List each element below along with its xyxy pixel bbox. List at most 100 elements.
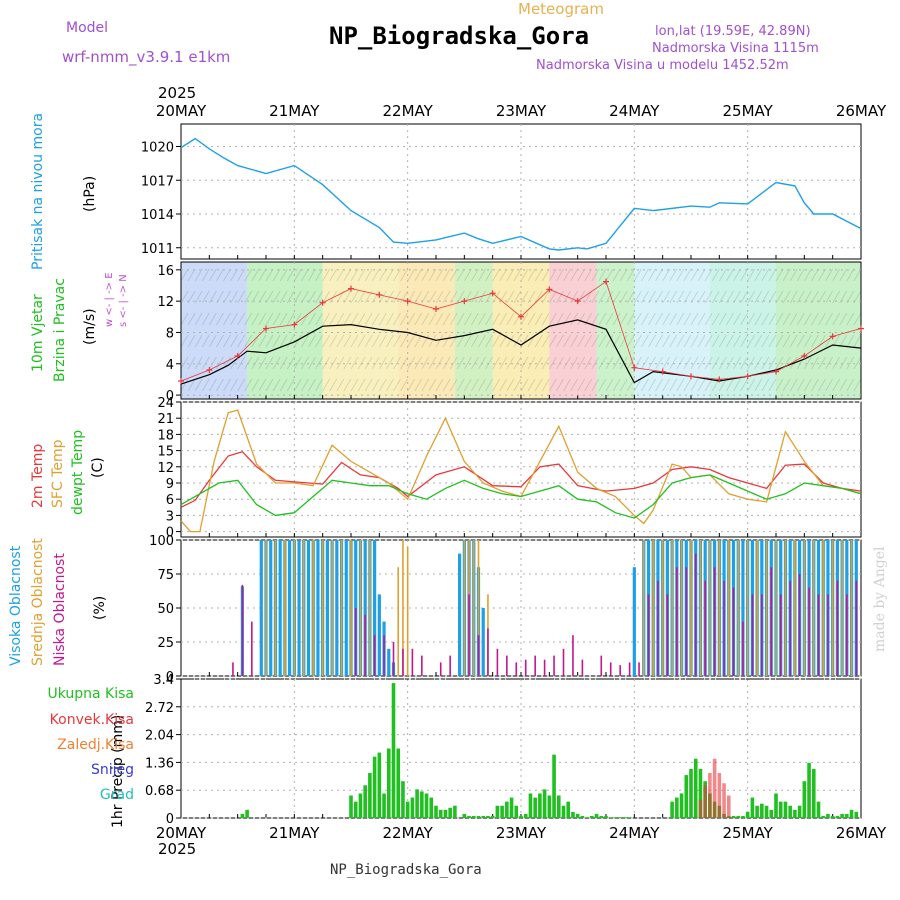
wind-barb bbox=[768, 334, 777, 348]
wind-barb bbox=[279, 312, 288, 326]
wind-barb bbox=[364, 356, 373, 370]
wind-barb bbox=[768, 356, 777, 370]
wind-barb bbox=[513, 356, 522, 370]
wind-barb bbox=[407, 312, 416, 326]
wind-band-10 bbox=[776, 262, 861, 399]
total-precip-bar bbox=[372, 756, 377, 818]
wind-barb bbox=[293, 356, 302, 370]
wind-barb bbox=[478, 268, 486, 282]
mid-cloud-bar bbox=[652, 540, 655, 676]
y-tick-label: 8 bbox=[166, 326, 174, 341]
high-cloud-bar bbox=[335, 540, 339, 676]
wind-barb bbox=[697, 290, 706, 304]
wind-barb bbox=[810, 312, 819, 326]
wind-barb bbox=[768, 378, 777, 392]
x-tick-label-top: 25MAY bbox=[723, 102, 774, 120]
wind-barb bbox=[548, 268, 557, 282]
wind-barb bbox=[711, 312, 720, 326]
wind-barb bbox=[414, 334, 423, 348]
wind-barb bbox=[258, 334, 267, 348]
low-cloud-bar bbox=[657, 580, 659, 676]
wind-barb bbox=[251, 378, 260, 392]
x-tick-label-bottom: 24MAY bbox=[609, 824, 660, 842]
wind-barb bbox=[846, 312, 855, 326]
wind-barb bbox=[393, 268, 401, 282]
low-cloud-bar bbox=[704, 580, 706, 676]
model-label: Model bbox=[66, 20, 109, 36]
wind-barb bbox=[704, 378, 713, 392]
mid-cloud-bar bbox=[727, 540, 730, 676]
y-tick-label: 12 bbox=[157, 461, 174, 476]
wind-barb bbox=[385, 378, 394, 392]
mid-cloud-bar bbox=[775, 540, 777, 676]
total-precip-bar bbox=[386, 748, 391, 818]
wind-barb bbox=[839, 334, 848, 348]
wind-barb bbox=[315, 378, 324, 392]
total-precip-bar bbox=[811, 768, 816, 818]
wind-barb bbox=[378, 312, 387, 326]
wind-barb bbox=[201, 290, 210, 304]
wind-barb bbox=[782, 378, 791, 392]
total-precip-bar bbox=[443, 809, 448, 818]
low-cloud-bar bbox=[694, 553, 697, 676]
wind-barb bbox=[499, 268, 508, 282]
wind-barb bbox=[492, 334, 501, 348]
mid-cloud-bar bbox=[406, 546, 409, 676]
wind-barb bbox=[308, 312, 316, 326]
wind-barb bbox=[215, 268, 224, 282]
wind-barb bbox=[718, 356, 727, 370]
gust-line bbox=[180, 280, 862, 382]
footer-station: NP_Biogradska_Gora bbox=[330, 862, 482, 878]
wind-barb bbox=[293, 334, 302, 348]
total-precip-bar bbox=[509, 797, 514, 818]
wind-barb bbox=[676, 378, 685, 392]
wind-barb bbox=[329, 312, 338, 326]
wind-barb bbox=[832, 356, 841, 370]
low-cloud-bar bbox=[411, 648, 414, 676]
x-tick-label-bottom: 23MAY bbox=[496, 824, 547, 842]
total-precip-bar bbox=[627, 817, 632, 818]
wind-barb bbox=[286, 268, 295, 282]
wind-barb bbox=[626, 312, 635, 326]
wind-barb bbox=[640, 378, 649, 392]
wind-barb bbox=[478, 290, 486, 304]
wind-barb bbox=[449, 356, 458, 370]
low-cloud-bar bbox=[600, 655, 603, 676]
low-cloud-bar bbox=[808, 587, 810, 676]
wind-band-1 bbox=[247, 262, 323, 399]
wind-barb bbox=[272, 334, 281, 348]
wind-barb bbox=[336, 312, 345, 326]
y-tick-label: 1020 bbox=[141, 141, 174, 156]
low-cloud-bar bbox=[487, 628, 489, 676]
wind-barb bbox=[435, 378, 444, 392]
wind-barb bbox=[357, 268, 366, 282]
wind-barb bbox=[378, 378, 387, 392]
wind-barb bbox=[853, 378, 862, 392]
wind-barb bbox=[626, 268, 635, 282]
wind-barb bbox=[180, 268, 189, 282]
wind-barb bbox=[478, 334, 486, 348]
wind-barb bbox=[428, 334, 437, 348]
wind-barb bbox=[208, 378, 217, 392]
wind-barb bbox=[733, 356, 741, 370]
total-precip-bar bbox=[575, 813, 580, 818]
wind-barb bbox=[272, 356, 281, 370]
wind-barb bbox=[598, 268, 607, 282]
total-precip-bar bbox=[623, 817, 627, 818]
wind-barb bbox=[378, 334, 387, 348]
total-precip-bar bbox=[471, 815, 476, 818]
mid-cloud-bar bbox=[340, 540, 343, 676]
wind-barb bbox=[803, 268, 812, 282]
wind-barb bbox=[244, 356, 253, 370]
wind-barb bbox=[555, 268, 564, 282]
y-tick-label: 100 bbox=[149, 534, 174, 549]
wind-barb bbox=[300, 268, 309, 282]
wind-barb bbox=[676, 312, 685, 326]
total-precip-bar bbox=[670, 801, 674, 818]
wind-barb bbox=[676, 268, 685, 282]
wind-barb bbox=[669, 312, 678, 326]
total-precip-bar bbox=[599, 815, 604, 818]
wind-band-8 bbox=[634, 262, 710, 399]
wind-barb bbox=[343, 334, 352, 348]
x-tick-label-bottom: 20MAY bbox=[156, 824, 207, 842]
